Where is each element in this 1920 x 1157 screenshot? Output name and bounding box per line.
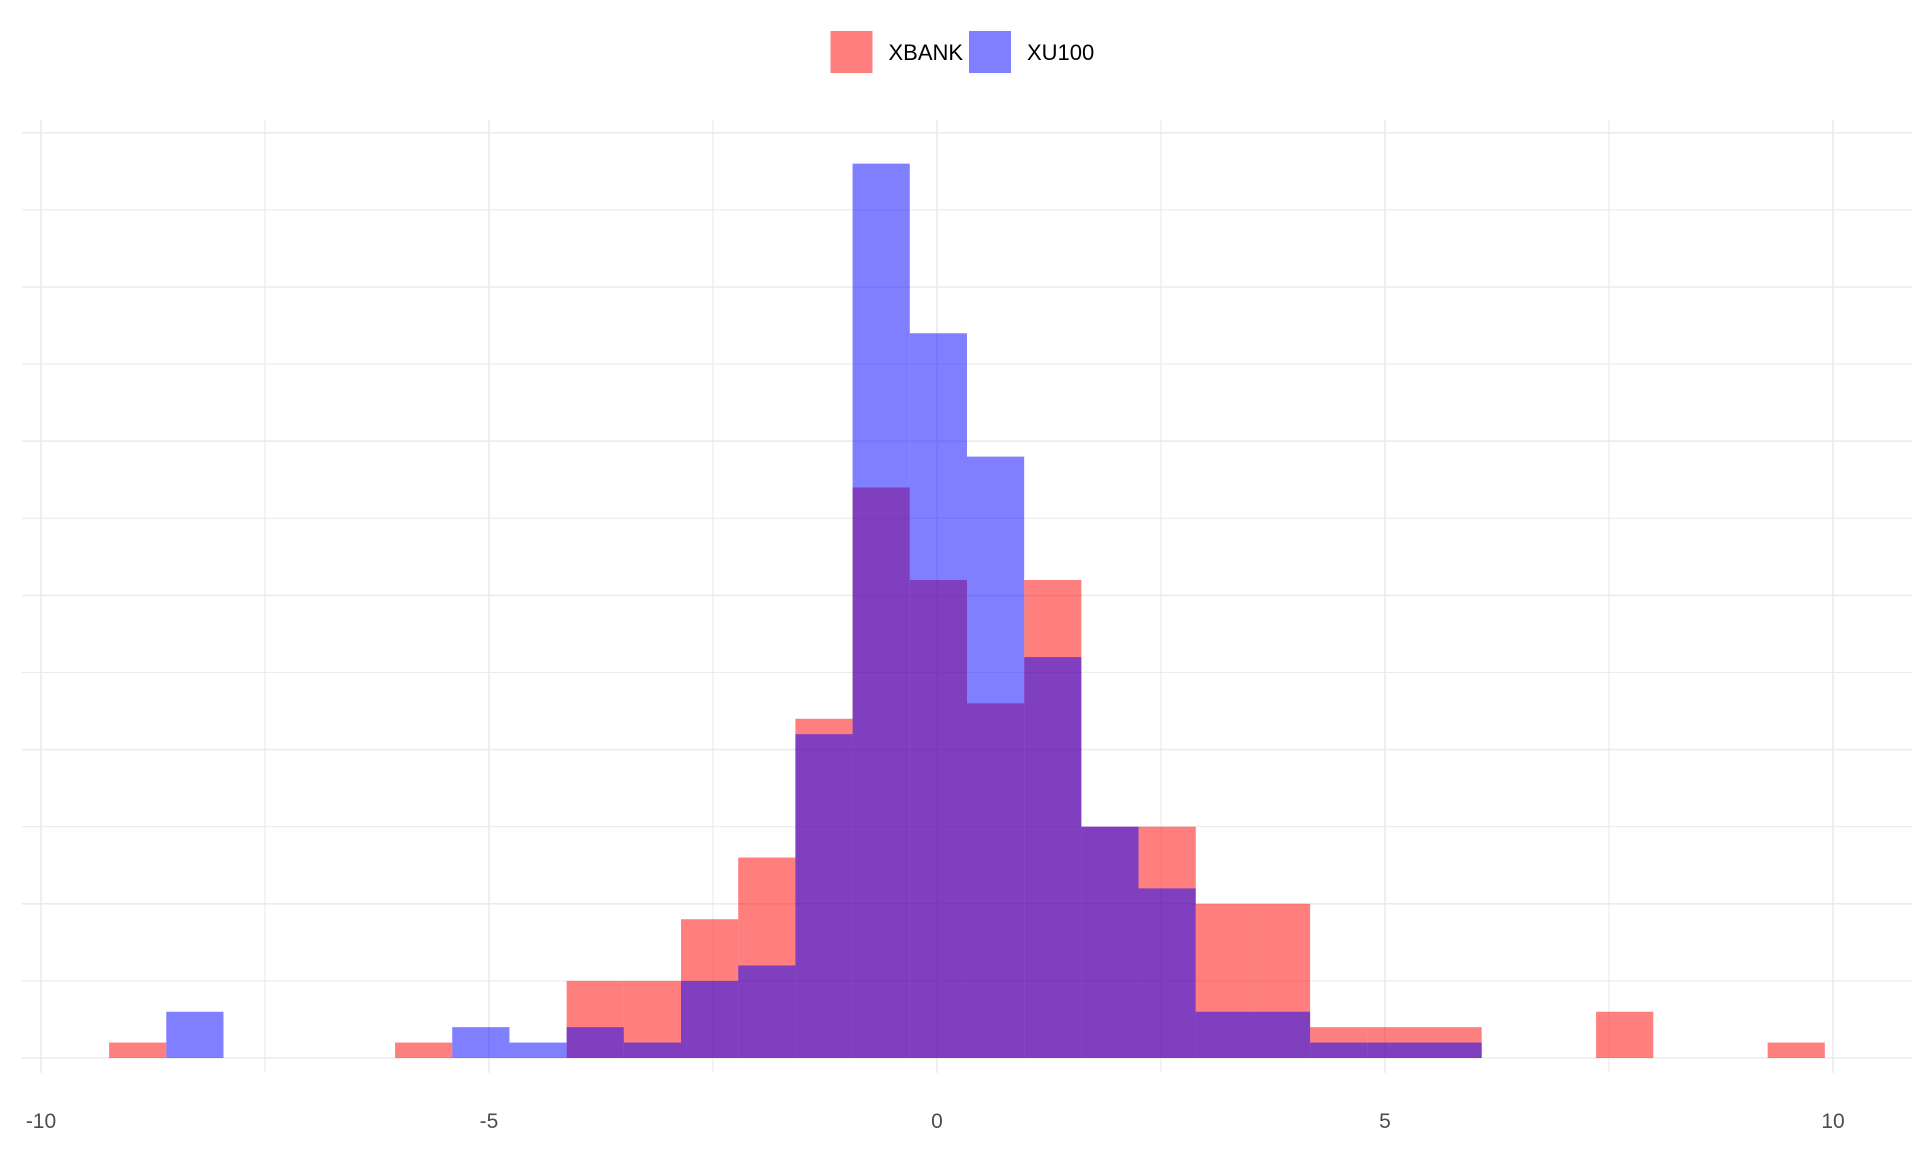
- bar-xbank: [1596, 1011, 1654, 1058]
- x-tick-label: 10: [1821, 1110, 1844, 1133]
- bar-xu100: [738, 965, 796, 1058]
- legend-item-xbank: XBANK: [830, 31, 964, 73]
- bar-xu100: [566, 1027, 624, 1058]
- bar-xu100: [1424, 1042, 1482, 1058]
- x-tick-label: 0: [931, 1110, 943, 1133]
- bar-xu100: [1195, 1011, 1253, 1058]
- x-tick-label: -10: [26, 1110, 56, 1133]
- bar-xu100: [1252, 1011, 1311, 1058]
- bar-xu100: [966, 456, 1025, 1058]
- bar-xu100: [852, 163, 910, 1058]
- bar-xbank: [1767, 1042, 1825, 1058]
- bar-xu100: [1081, 826, 1139, 1058]
- bar-xu100: [1024, 657, 1082, 1058]
- x-tick-label: 5: [1379, 1110, 1391, 1133]
- bar-xu100: [795, 734, 853, 1058]
- bar-xu100: [1138, 888, 1196, 1058]
- bars: [109, 163, 1825, 1059]
- bar-xu100: [166, 1011, 224, 1058]
- bar-xu100: [1310, 1042, 1368, 1058]
- bar-xu100: [681, 980, 739, 1058]
- x-axis: -10 -5 0 5 10: [26, 1110, 1845, 1133]
- series-xu100: [166, 163, 1482, 1058]
- legend: XBANK XU100: [830, 31, 1094, 73]
- x-tick-label: -5: [480, 1110, 499, 1133]
- bar-xu100: [623, 1042, 682, 1058]
- legend-label-xbank: XBANK: [889, 40, 964, 65]
- bar-xbank: [109, 1042, 167, 1058]
- legend-label-xu100: XU100: [1027, 40, 1094, 65]
- bar-xbank: [395, 1042, 453, 1058]
- bar-xu100: [909, 333, 967, 1058]
- bar-xu100: [452, 1027, 510, 1058]
- legend-item-xu100: XU100: [969, 31, 1094, 73]
- bar-xu100: [1367, 1042, 1425, 1058]
- legend-key-xu100: [969, 31, 1011, 73]
- legend-key-xbank: [830, 31, 873, 73]
- bar-xu100: [509, 1042, 567, 1058]
